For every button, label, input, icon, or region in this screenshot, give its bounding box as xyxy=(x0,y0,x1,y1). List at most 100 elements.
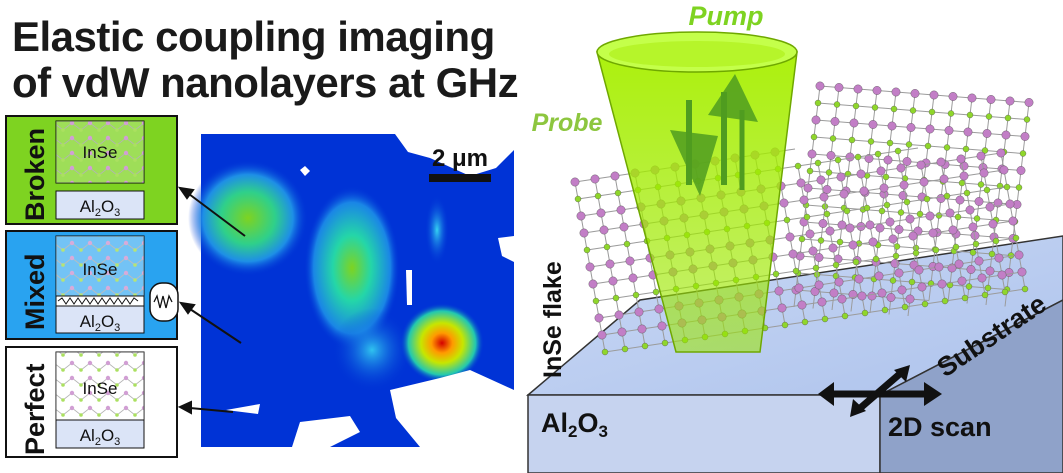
atom xyxy=(977,273,987,283)
bond xyxy=(806,213,828,218)
atom xyxy=(924,142,932,150)
atom xyxy=(576,211,586,221)
atom xyxy=(590,174,600,184)
atom xyxy=(852,258,860,266)
atom xyxy=(839,189,849,199)
atom xyxy=(976,151,986,161)
atom xyxy=(985,113,993,120)
atom xyxy=(867,138,875,145)
atom xyxy=(810,287,820,296)
atom xyxy=(897,285,907,295)
bond xyxy=(986,186,1008,191)
panel-label-perfect: Perfect xyxy=(20,363,50,455)
atom xyxy=(1019,150,1027,157)
atom xyxy=(796,178,806,188)
atom xyxy=(605,259,615,269)
atom xyxy=(829,135,837,142)
bond xyxy=(815,264,837,269)
bond xyxy=(817,159,839,164)
atom xyxy=(977,181,985,188)
bond xyxy=(824,315,846,320)
bond xyxy=(835,261,857,266)
atom xyxy=(905,141,913,148)
atom xyxy=(570,177,580,187)
atom xyxy=(868,120,878,129)
insee-flake-label: InSe flake xyxy=(539,261,567,378)
atom xyxy=(794,283,804,293)
atom xyxy=(628,273,638,283)
atom xyxy=(894,147,902,155)
bond xyxy=(577,195,599,200)
atom xyxy=(830,117,840,126)
atom xyxy=(945,208,955,218)
atom xyxy=(908,231,918,241)
atom xyxy=(826,151,836,160)
atom xyxy=(962,145,970,153)
bond xyxy=(946,192,968,197)
atom xyxy=(815,81,825,91)
atom xyxy=(822,185,832,194)
atom xyxy=(921,300,929,308)
atom xyxy=(868,237,878,247)
atom xyxy=(836,238,844,246)
atom xyxy=(925,211,935,221)
atom xyxy=(661,339,669,347)
bond xyxy=(884,306,906,311)
atom xyxy=(1024,98,1034,107)
atom xyxy=(641,342,649,350)
atom xyxy=(777,303,787,313)
atom xyxy=(982,129,992,138)
bond xyxy=(964,294,986,299)
atom xyxy=(996,148,1006,158)
atom xyxy=(966,111,974,119)
atom xyxy=(574,195,582,203)
atom xyxy=(819,192,829,202)
atom xyxy=(852,102,860,110)
atom xyxy=(814,159,822,167)
atom xyxy=(788,249,798,259)
atom xyxy=(943,144,951,151)
atom xyxy=(967,93,977,103)
bond xyxy=(826,210,848,215)
atom xyxy=(583,246,591,254)
atom xyxy=(939,174,949,184)
atom xyxy=(634,307,644,317)
atom xyxy=(959,171,969,181)
atom xyxy=(944,126,954,135)
atom xyxy=(814,280,824,290)
bond xyxy=(866,204,888,209)
bond xyxy=(857,153,879,158)
atom xyxy=(902,157,912,166)
atom xyxy=(952,243,960,251)
bond xyxy=(864,309,886,314)
atom xyxy=(823,210,831,218)
atom xyxy=(916,210,924,218)
atom xyxy=(652,288,660,296)
atom xyxy=(1008,216,1018,226)
atom xyxy=(876,166,886,176)
bond xyxy=(626,240,648,245)
atom xyxy=(965,283,973,290)
atom xyxy=(1004,114,1012,122)
atom xyxy=(841,312,849,320)
atom xyxy=(932,246,940,254)
atom xyxy=(799,195,809,205)
bond xyxy=(604,348,626,353)
atom xyxy=(1005,199,1015,209)
scale-bar-label: 2 μm xyxy=(432,145,488,172)
atom xyxy=(621,345,629,353)
atom xyxy=(864,154,874,163)
atom xyxy=(874,150,882,158)
atom xyxy=(985,202,995,212)
atom xyxy=(797,300,807,310)
atom xyxy=(937,279,947,289)
atom xyxy=(882,173,890,181)
atom xyxy=(906,123,916,132)
atom xyxy=(997,270,1007,280)
atom xyxy=(957,276,967,286)
atom xyxy=(585,262,595,272)
atom xyxy=(891,87,901,97)
atom xyxy=(903,198,911,206)
atom xyxy=(981,291,989,299)
